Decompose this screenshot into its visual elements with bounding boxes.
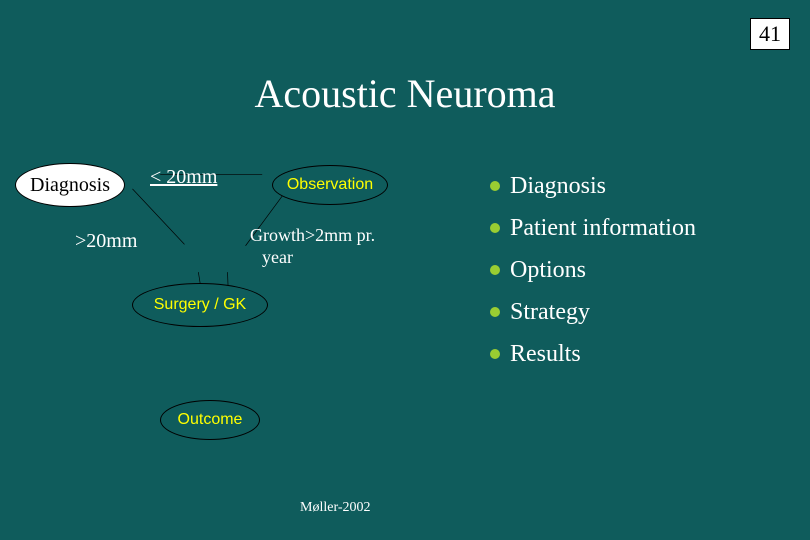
- bullet-text: Results: [510, 341, 581, 368]
- node-outcome: Outcome: [160, 400, 260, 440]
- page-number: 41: [750, 18, 790, 50]
- edge-diagnosis-surgery: [132, 189, 184, 245]
- bullet-item: Diagnosis: [490, 168, 696, 204]
- bullet-item: Strategy: [490, 294, 696, 330]
- bullet-dot-icon: [490, 265, 500, 275]
- label-gt20: >20mm: [75, 230, 137, 253]
- bullet-item: Results: [490, 336, 696, 372]
- bullet-dot-icon: [490, 223, 500, 233]
- bullet-text: Strategy: [510, 299, 590, 326]
- label-lt20: < 20mm: [150, 166, 217, 189]
- node-diagnosis: Diagnosis: [15, 163, 125, 207]
- flowchart: Diagnosis Observation Surgery / GK Outcome <…: [0, 150, 480, 490]
- bullet-text: Options: [510, 257, 586, 284]
- bullet-dot-icon: [490, 307, 500, 317]
- bullet-dot-icon: [490, 181, 500, 191]
- bullet-list: Diagnosis Patient information Options Strat…: [490, 168, 696, 378]
- node-observation: Observation: [272, 165, 388, 205]
- page-number-text: 41: [759, 21, 781, 47]
- bullet-item: Patient information: [490, 210, 696, 246]
- slide: 41 Acoustic Neuroma Diagnosis Observation…: [0, 0, 810, 540]
- label-growth1: Growth>2mm pr.: [250, 225, 375, 246]
- label-growth2: year: [262, 247, 293, 268]
- footer-citation: Møller-2002: [300, 500, 371, 516]
- slide-title: Acoustic Neuroma: [0, 70, 810, 117]
- bullet-item: Options: [490, 252, 696, 288]
- bullet-text: Diagnosis: [510, 173, 606, 200]
- node-surgery: Surgery / GK: [132, 283, 268, 327]
- bullet-dot-icon: [490, 349, 500, 359]
- bullet-text: Patient information: [510, 215, 696, 242]
